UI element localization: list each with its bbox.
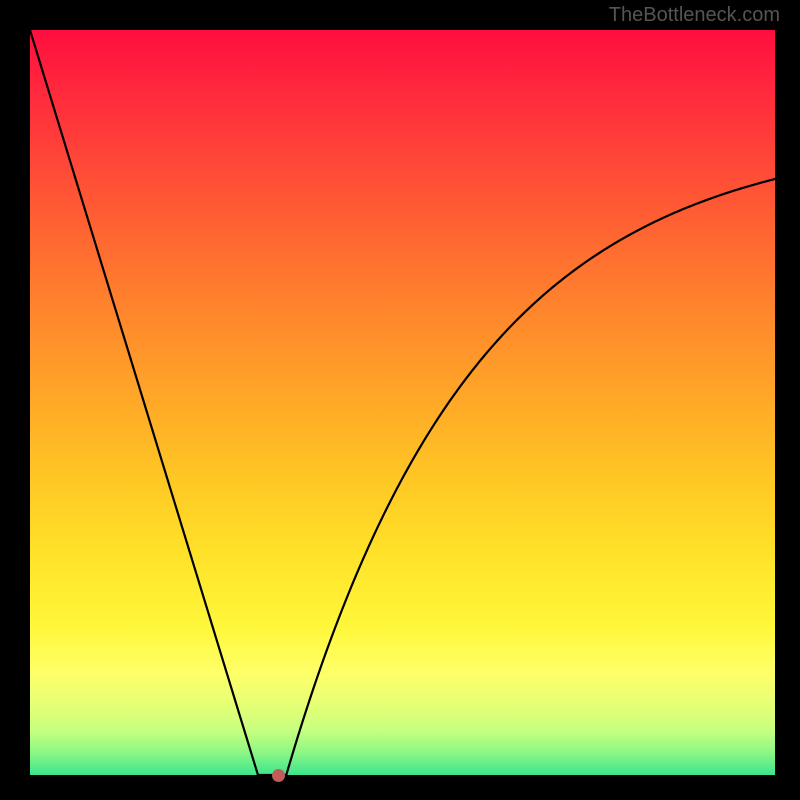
watermark-text: TheBottleneck.com xyxy=(609,4,780,27)
chart-frame: TheBottleneck.com xyxy=(0,0,800,800)
minimum-marker xyxy=(272,769,285,782)
plot-svg xyxy=(30,30,775,775)
gradient-background xyxy=(30,30,775,775)
plot-area xyxy=(30,30,775,775)
